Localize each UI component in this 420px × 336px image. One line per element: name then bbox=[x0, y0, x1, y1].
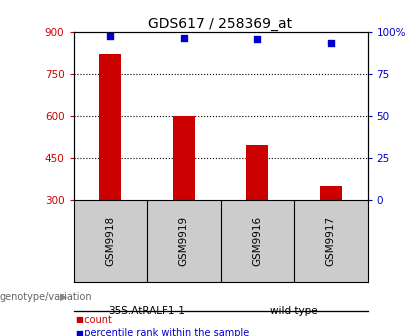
Bar bbox=[99, 54, 121, 200]
Point bbox=[328, 40, 334, 45]
Text: GSM9918: GSM9918 bbox=[105, 216, 115, 266]
Text: ■: ■ bbox=[76, 316, 84, 324]
Text: GSM9917: GSM9917 bbox=[326, 216, 336, 266]
Text: genotype/variation: genotype/variation bbox=[0, 292, 93, 301]
Text: GSM9916: GSM9916 bbox=[252, 216, 262, 266]
Text: percentile rank within the sample: percentile rank within the sample bbox=[78, 328, 249, 336]
Point bbox=[107, 34, 114, 39]
Bar bbox=[173, 116, 195, 200]
Bar bbox=[320, 186, 342, 200]
Point bbox=[254, 37, 261, 42]
Text: ▶: ▶ bbox=[60, 292, 67, 301]
Text: 35S.AtRALF1-1: 35S.AtRALF1-1 bbox=[108, 306, 186, 316]
Text: ■: ■ bbox=[76, 329, 84, 336]
Text: count: count bbox=[78, 315, 112, 325]
Text: wild type: wild type bbox=[270, 306, 318, 316]
Text: GSM9919: GSM9919 bbox=[179, 216, 189, 266]
Point bbox=[181, 35, 187, 41]
Bar bbox=[246, 145, 268, 200]
Title: GDS617 / 258369_at: GDS617 / 258369_at bbox=[148, 17, 293, 31]
